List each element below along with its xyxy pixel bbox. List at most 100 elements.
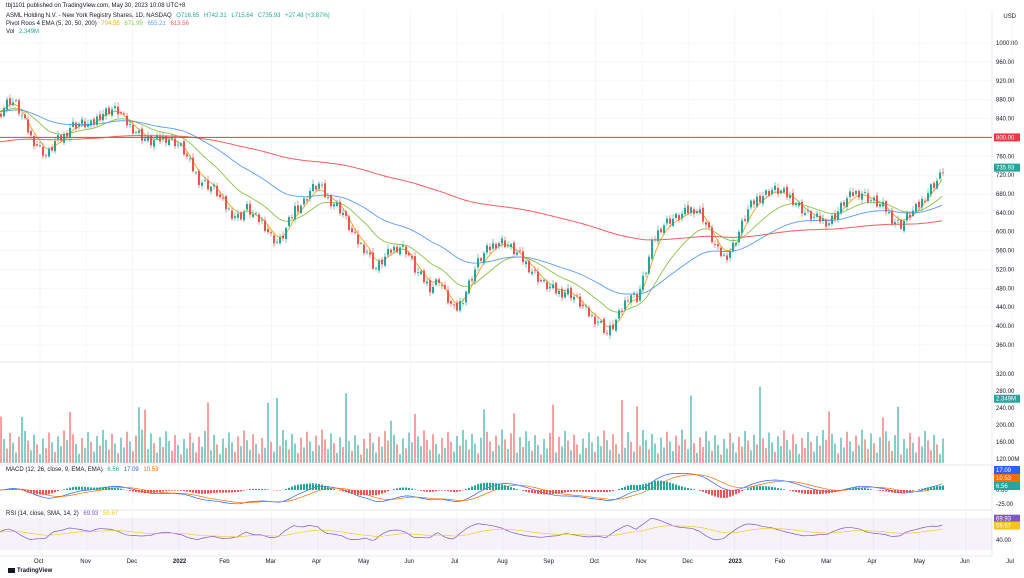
volume-bar [666,431,668,463]
candle-body [315,186,317,190]
candle-body [234,216,236,218]
candle-body [87,123,89,127]
volume-last-tag [994,394,1020,403]
macd-histogram-bar [582,490,584,492]
candle-body [714,244,716,245]
macd-histogram-bar [171,490,173,491]
ohlc-high: H742.31 [204,13,227,19]
volume-bar [432,434,434,463]
candle-body [498,243,500,247]
macd-legend[interactable]: MACD (12, 26, close, 9, EMA, EMA) 6.56 1… [6,467,161,473]
time-tick-label: May [914,559,925,565]
macd-histogram-bar [927,487,929,490]
volume-bar [777,436,779,463]
candle-body [42,147,44,156]
macd-histogram-bar [207,490,209,494]
macd-histogram-bar [642,484,644,490]
macd-histogram-bar [315,483,317,490]
candle-body [588,307,590,317]
macd-histogram-bar [183,490,185,492]
macd-histogram-bar [906,490,908,493]
volume-bar [171,450,173,463]
volume-bar [309,441,311,463]
volume-bar [81,438,83,463]
candle-body [675,213,677,219]
macd-histogram-bar [258,488,260,490]
macd-histogram-bar [114,487,116,490]
volume-bar [99,445,101,463]
volume-bar [354,435,356,463]
rsi-legend[interactable]: RSI (14, close, SMA, 14, 2) 69.93 59.67 [6,511,121,517]
tradingview-brand[interactable]: TradingView [8,568,52,574]
candle-body [573,296,575,300]
candle-body [132,125,134,134]
macd-histogram-bar [291,486,293,490]
candle-body [600,321,602,323]
macd-histogram-bar [687,488,689,490]
volume-bar [513,413,515,463]
macd-histogram-bar [789,490,791,491]
volume-legend[interactable]: Vol 2.349M [6,29,42,35]
volume-bar [339,437,341,463]
macd-histogram-bar [627,485,629,490]
candle-body [33,136,35,147]
symbol-legend[interactable]: ASML Holding N.V. - New York Registry Sh… [6,13,333,19]
macd-histogram-bar [54,490,56,493]
candle-body [384,256,386,266]
volume-bar [483,409,485,463]
candle-body [396,246,398,253]
candle-body [582,304,584,307]
volume-last-label: 2.349M [996,397,1016,403]
candle-body [891,210,893,224]
macd-histogram-bar [600,490,602,492]
price-tick-label: 880.00 [996,98,1015,104]
volume-bar [387,440,389,463]
macd-histogram-bar [846,488,848,490]
volume-bar [774,452,776,463]
macd-histogram-bar [36,490,38,495]
volume-bar [336,452,338,463]
candle-body [423,270,425,283]
macd-histogram-bar [438,490,440,491]
macd-histogram-bar [810,490,812,495]
volume-bar [453,451,455,463]
macd-histogram-bar [159,490,161,493]
candle-body [18,100,20,114]
macd-histogram-bar [753,486,755,490]
volume-bar [456,435,458,463]
macd-histogram-bar [882,490,884,492]
candle-body [597,321,599,323]
volume-bar [795,443,797,463]
volume-bar [804,447,806,463]
volume-bar [192,442,194,463]
volume-bar [180,454,182,463]
macd-histogram-bar [165,490,167,492]
volume-bar [468,449,470,463]
candle-body [135,132,137,134]
ema-legend[interactable]: Pivot Roos 4 EMA (5, 20, 50, 200) 704.55… [6,21,192,27]
macd-histogram-bar [732,490,734,496]
volume-bar [507,449,509,463]
time-tick-label: Nov [80,559,91,565]
resistance-price-tag [994,133,1020,142]
volume-bar [672,451,674,463]
candle-body [867,193,869,202]
macd-histogram-bar [807,490,809,495]
volume-bar [393,434,395,463]
volume-bar [348,441,350,463]
candle-body [189,158,191,160]
volume-bar [477,453,479,463]
candle-body [66,133,68,137]
candle-body [789,195,791,198]
time-tick-label: Feb [219,559,230,565]
macd-histogram-bar [66,488,68,490]
macd-histogram-bar [381,490,383,494]
volume-bar [579,454,581,463]
macd-histogram-bar [723,490,725,498]
candle-body [699,209,701,213]
candle-body [474,269,476,282]
volume-bar [600,446,602,463]
macd-histogram-bar [420,490,422,491]
macd-histogram-bar [849,488,851,490]
